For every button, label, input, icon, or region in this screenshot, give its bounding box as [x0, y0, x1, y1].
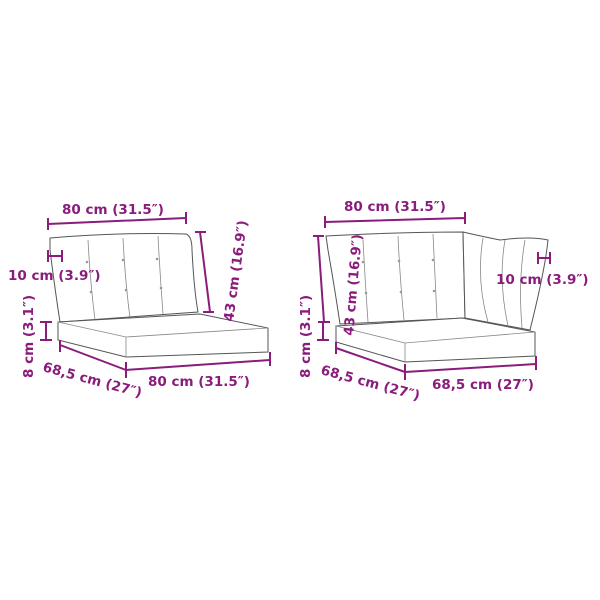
- left-seat-height-label: 8 cm (3.1″): [21, 295, 37, 378]
- left-seat-width-label: 80 cm (31.5″): [148, 374, 250, 390]
- right-dimension-lines: [313, 212, 551, 380]
- right-cushion-illustration: [325, 231, 549, 363]
- left-seat-cushion: [57, 313, 269, 358]
- right-back-width-label: 80 cm (31.5″): [344, 199, 446, 215]
- left-dimension-lines: [40, 212, 271, 378]
- right-seat-width-label: 68,5 cm (27″): [432, 377, 534, 393]
- left-back-cushion: [49, 233, 199, 323]
- left-back-thickness-label: 10 cm (3.9″): [8, 268, 101, 284]
- right-seat-height-label: 8 cm (3.1″): [298, 295, 314, 378]
- right-seat-depth-label: 68,5 cm (27″): [319, 362, 422, 404]
- left-back-width-label: 80 cm (31.5″): [62, 202, 164, 218]
- left-seat-depth-label: 68,5 cm (27″): [41, 359, 144, 401]
- left-back-height-label: 43 cm (16.9″): [221, 219, 251, 322]
- left-cushion-illustration: [49, 233, 269, 358]
- right-side-thickness-label: 10 cm (3.9″): [496, 272, 589, 288]
